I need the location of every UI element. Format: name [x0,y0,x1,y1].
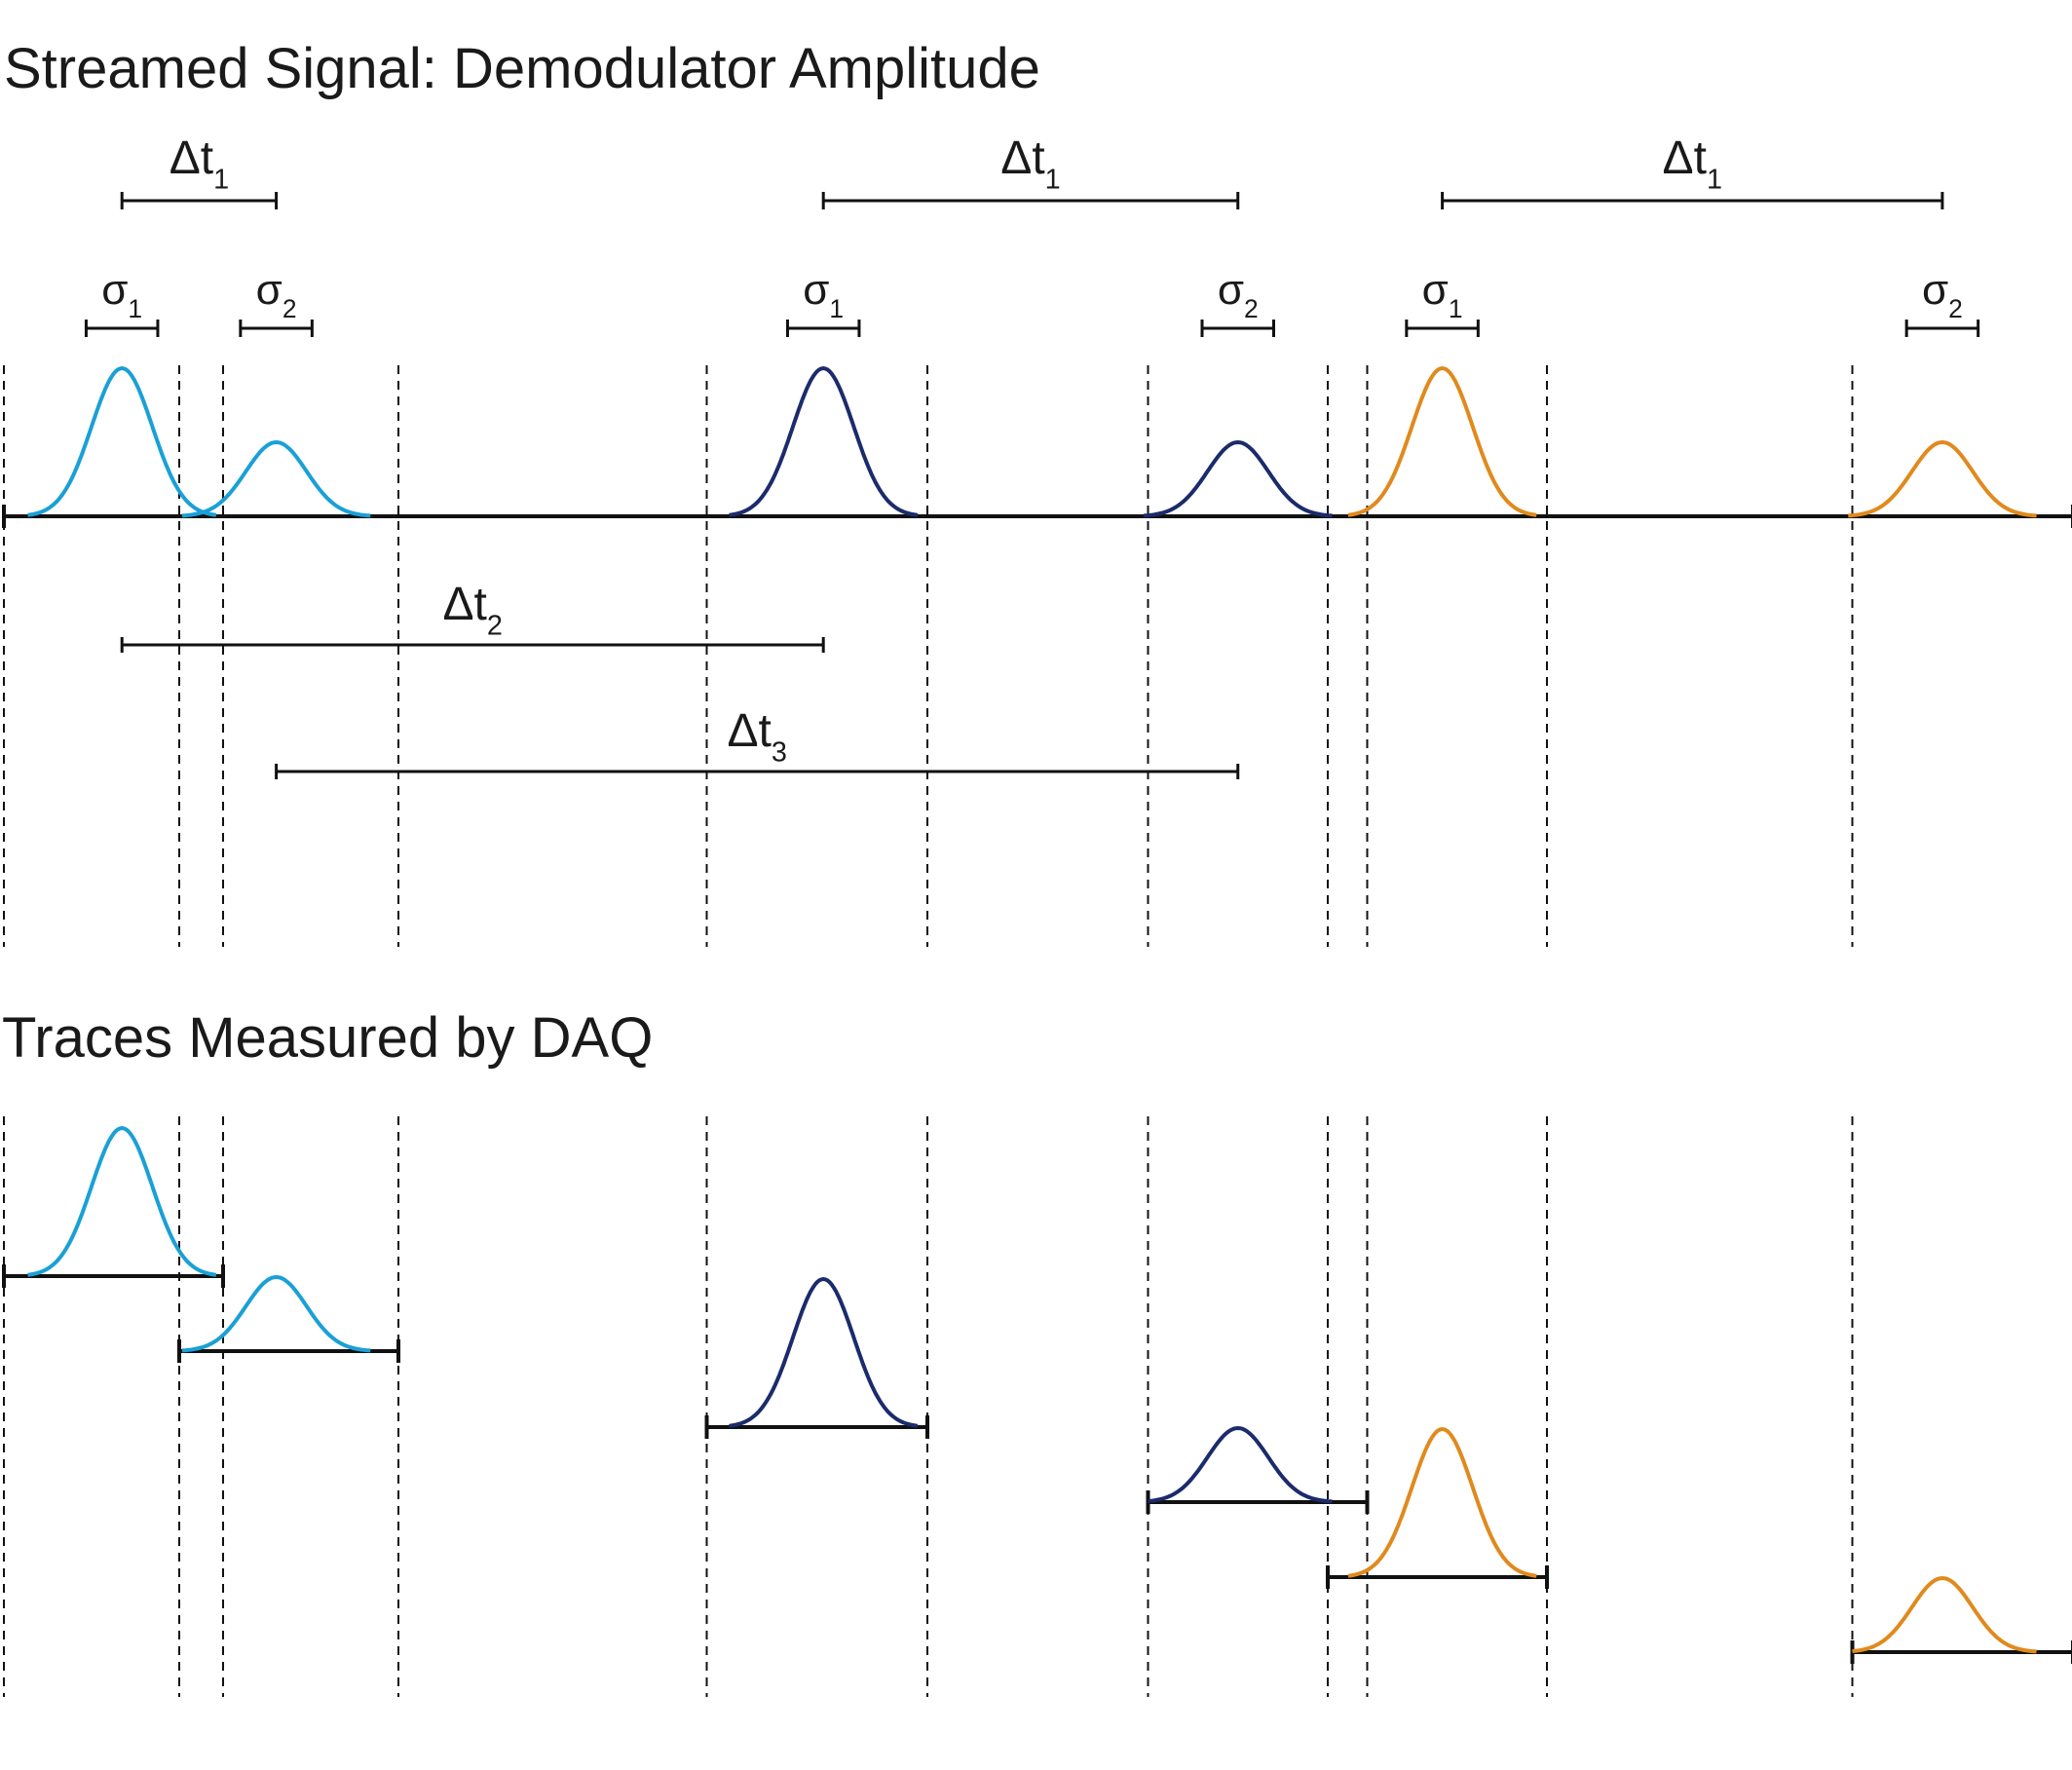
stream-pulse-1-secondary [1143,439,1333,518]
sigma-label-2: σ1 [803,266,844,323]
sigma-label-0: σ1 [101,266,142,323]
trace-pulse-3 [1148,1425,1333,1504]
stream-pulse-0-primary [27,365,217,517]
delta-t1-label-1: Δt1 [1000,132,1060,195]
trace-pulse-4 [1347,1426,1537,1578]
stream-pulse-2-secondary [1848,439,2037,518]
trace-pulse-1 [181,1274,371,1353]
delta-t2-interval: Δt2 [120,579,825,653]
stream-pulse-2-primary [1347,365,1537,517]
stream-pulse-1-primary [729,365,919,517]
sigma-label-5: σ2 [1922,266,1963,323]
streamed-pulses [27,365,2037,518]
window-boundaries-bottom [3,1116,1854,1697]
traces-daq-title: Traces Measured by DAQ [2,1006,653,1070]
delta-t3-label: Δt3 [727,705,786,768]
sigma-label-3: σ2 [1218,266,1259,323]
delta-t1-label-2: Δt1 [1663,132,1722,195]
daq-traces [2,1125,2072,1664]
sigma-label-1: σ2 [256,266,297,323]
delta-t1-label-0: Δt1 [170,132,229,195]
trace-pulse-0 [27,1125,217,1277]
delta-t2-label: Δt2 [442,579,502,641]
streamed-signal-title: Streamed Signal: Demodulator Amplitude [4,37,1040,100]
window-boundaries-top [3,365,1854,947]
stream-pulse-0-secondary [181,439,371,518]
delta-t3-interval: Δt3 [275,705,1240,779]
trace-pulse-2 [729,1276,919,1428]
delta-t1-intervals: Δt1 Δt1 Δt1 [120,132,1944,209]
sigma-width-markers: σ1 σ2 σ1 σ2 σ1 σ2 [84,266,1980,337]
trace-pulse-5 [1852,1575,2037,1654]
sigma-label-4: σ1 [1422,266,1463,323]
